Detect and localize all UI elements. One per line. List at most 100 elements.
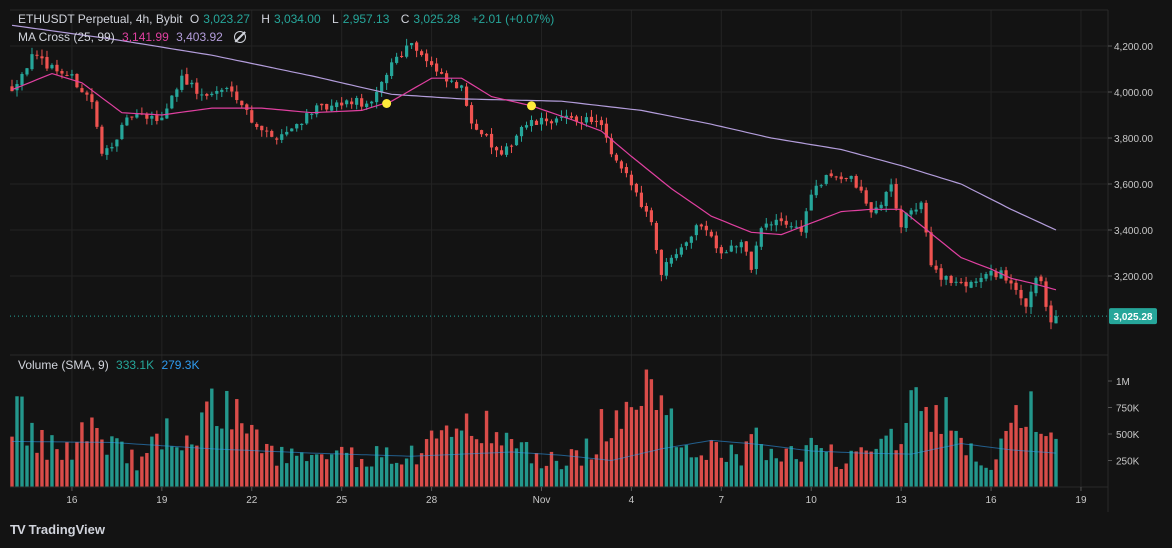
candle-body bbox=[110, 147, 114, 149]
candle-body bbox=[519, 127, 524, 137]
volume-bar bbox=[444, 425, 449, 487]
candle bbox=[454, 80, 459, 89]
volume-bar bbox=[864, 450, 868, 487]
candle-body bbox=[929, 232, 933, 266]
volume-bar bbox=[344, 452, 349, 487]
candle bbox=[844, 177, 848, 182]
volume-bar bbox=[1009, 422, 1013, 487]
candle-body bbox=[899, 209, 903, 228]
volume-bar bbox=[300, 452, 304, 487]
candle-body bbox=[644, 205, 648, 212]
volume-bar bbox=[459, 430, 464, 487]
candle bbox=[110, 142, 114, 152]
candle bbox=[429, 56, 434, 67]
volume-bar bbox=[175, 447, 179, 487]
candle bbox=[869, 202, 873, 218]
candle bbox=[484, 133, 489, 137]
candle-body bbox=[704, 225, 708, 231]
volume-bar bbox=[494, 432, 499, 487]
candle bbox=[350, 97, 354, 109]
volume-bar bbox=[1014, 405, 1018, 487]
candle-body bbox=[365, 103, 369, 108]
candle-body bbox=[714, 235, 718, 249]
volume-bar bbox=[639, 405, 644, 487]
volume-bar bbox=[574, 450, 579, 487]
symbol-title[interactable]: ETHUSDT Perpetual, 4h, Bybit bbox=[18, 12, 183, 26]
candle bbox=[370, 100, 374, 108]
candle-body bbox=[884, 191, 888, 207]
candle bbox=[679, 243, 683, 258]
candle bbox=[90, 88, 94, 109]
volume-bar bbox=[290, 448, 294, 487]
candle-body bbox=[494, 147, 499, 151]
candle-body bbox=[395, 56, 399, 63]
candle-body bbox=[145, 114, 149, 119]
candle-body bbox=[819, 185, 823, 187]
price-tick-label: 3,400.00 bbox=[1114, 226, 1153, 237]
volume-bar bbox=[734, 454, 739, 487]
candle-body bbox=[285, 131, 289, 135]
volume-bar bbox=[809, 437, 813, 487]
candle bbox=[714, 231, 718, 254]
candle-body bbox=[534, 120, 539, 125]
candle bbox=[494, 145, 499, 158]
candle bbox=[649, 207, 653, 226]
candle bbox=[1029, 285, 1033, 314]
candle-body bbox=[499, 150, 504, 155]
candle bbox=[345, 99, 349, 108]
candle-body bbox=[919, 202, 923, 210]
candle bbox=[989, 264, 993, 281]
volume-legend[interactable]: Volume (SMA, 9) 333.1K 279.3K bbox=[18, 358, 203, 372]
volume-bar bbox=[285, 463, 289, 487]
candle-body bbox=[724, 252, 728, 254]
volume-bar bbox=[764, 460, 768, 487]
candle-body bbox=[614, 154, 619, 161]
candle bbox=[874, 200, 878, 215]
volume-bar bbox=[814, 445, 818, 487]
candle-body bbox=[544, 118, 549, 122]
candle-body bbox=[420, 51, 424, 56]
candle-body bbox=[230, 86, 234, 92]
candle-body bbox=[260, 125, 264, 131]
candle-body bbox=[1049, 305, 1053, 323]
time-tick-label: 13 bbox=[896, 495, 908, 506]
volume-bar bbox=[90, 417, 94, 487]
volume-bar bbox=[744, 441, 748, 487]
candle-body bbox=[984, 274, 988, 279]
volume-bar bbox=[844, 463, 848, 487]
candle bbox=[225, 86, 229, 92]
candle-body bbox=[1029, 291, 1033, 308]
volume-bar bbox=[125, 463, 129, 487]
ma-legend[interactable]: MA Cross (25, 99) 3,141.99 3,403.92 bbox=[18, 29, 250, 44]
candle-body bbox=[325, 103, 329, 110]
ma-legend-name: MA Cross (25, 99) bbox=[18, 30, 115, 44]
volume-bar bbox=[489, 443, 494, 487]
candle bbox=[959, 278, 963, 285]
volume-bar bbox=[849, 450, 853, 487]
volume-bar bbox=[544, 465, 549, 487]
volume-bar bbox=[399, 464, 404, 487]
candle-body bbox=[220, 89, 224, 92]
volume-bar bbox=[724, 461, 729, 487]
volume-bar bbox=[364, 466, 369, 487]
volume-bar bbox=[75, 442, 79, 487]
candle bbox=[420, 49, 424, 57]
tradingview-brand[interactable]: TV TradingView bbox=[10, 522, 105, 537]
candle-body bbox=[789, 226, 793, 228]
hide-eye-icon[interactable] bbox=[234, 31, 247, 43]
volume-bar bbox=[994, 459, 998, 487]
candle bbox=[115, 139, 119, 152]
candle bbox=[310, 112, 314, 120]
candle bbox=[385, 72, 389, 90]
time-tick-label: 25 bbox=[336, 495, 348, 506]
volume-bar bbox=[270, 445, 274, 487]
volume-bar bbox=[499, 445, 504, 487]
candle-body bbox=[679, 247, 683, 255]
candle bbox=[509, 144, 514, 154]
volume-bar bbox=[40, 429, 44, 487]
volume-bar bbox=[195, 445, 199, 487]
candle-body bbox=[964, 281, 968, 287]
candle bbox=[984, 271, 988, 282]
volume-bar bbox=[479, 443, 484, 487]
